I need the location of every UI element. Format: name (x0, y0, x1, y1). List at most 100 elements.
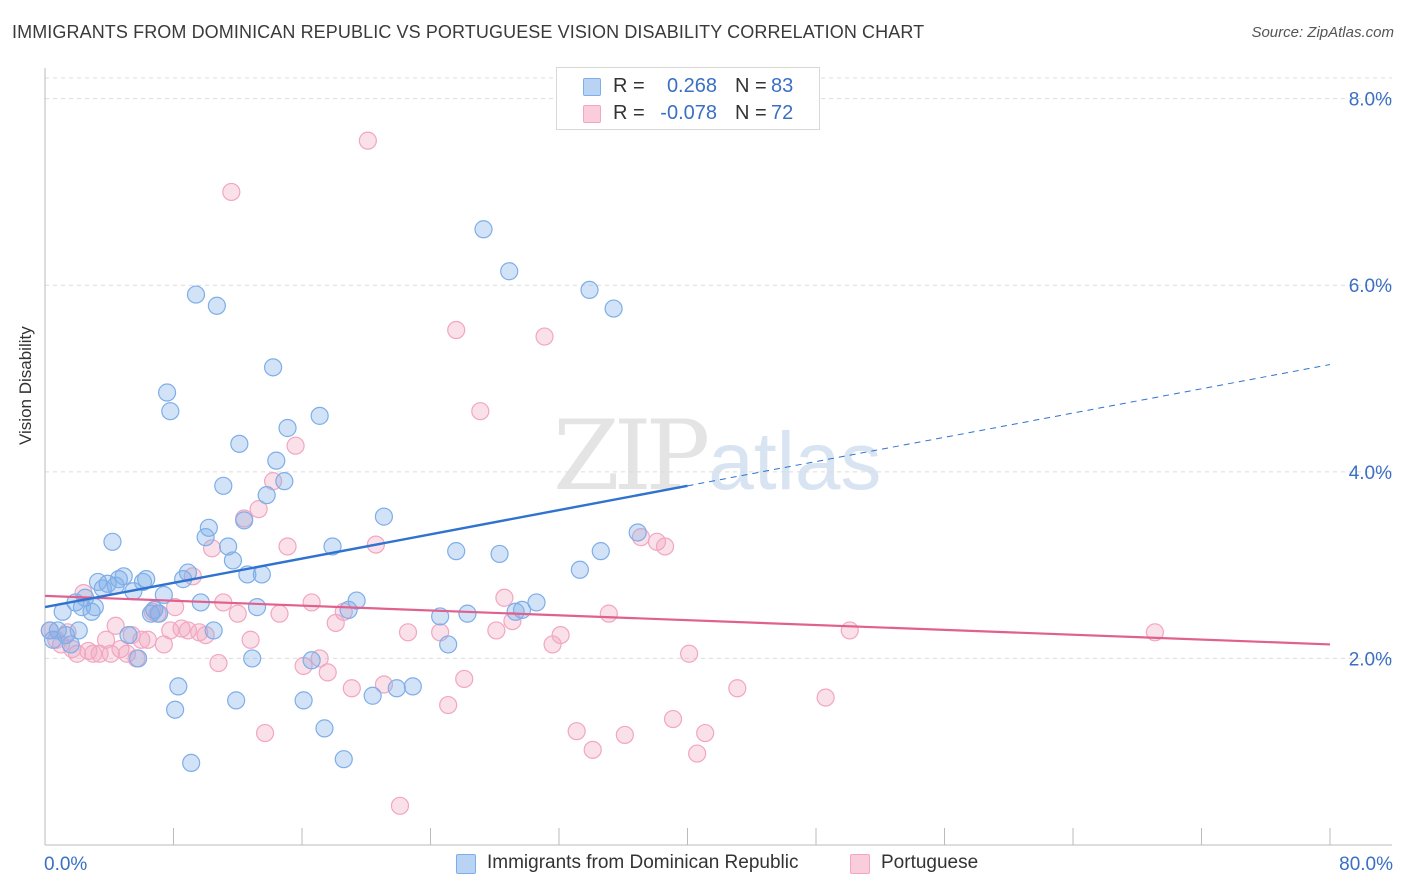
data-point-portuguese (228, 604, 247, 623)
data-point-portuguese (688, 744, 707, 763)
correlation-legend: R = 0.268 N = 83 R = -0.078 N = 72 (556, 67, 820, 130)
data-point-portuguese (222, 182, 241, 202)
watermark-zip: ZIP (553, 400, 710, 512)
legend-n-label: N = (735, 102, 767, 124)
data-point-portuguese (599, 604, 618, 623)
data-point-dominican (166, 700, 185, 719)
data-point-portuguese (117, 644, 137, 663)
legend-n-value: 72 (771, 102, 794, 124)
data-point-portuguese (567, 722, 586, 741)
data-point-portuguese (138, 630, 157, 649)
series-legend: Immigrants from Dominican Republic Portu… (0, 852, 1406, 876)
chart-title: IMMIGRANTS FROM DOMINICAN REPUBLIC VS PO… (12, 22, 925, 42)
data-point-portuguese (318, 663, 337, 682)
data-point-dominican (235, 511, 254, 530)
data-point-dominican (474, 220, 493, 239)
data-point-dominican (149, 604, 169, 623)
legend-r-value: -0.078 (660, 102, 717, 124)
data-point-dominican (591, 542, 610, 561)
data-point-dominican (109, 570, 128, 589)
data-point-dominican (310, 406, 329, 425)
data-point-portuguese (358, 131, 377, 150)
data-point-portuguese (342, 679, 361, 698)
data-point-dominican (604, 299, 623, 318)
source-note: Source: ZipAtlas.com (1251, 24, 1394, 41)
data-point-dominican (374, 507, 394, 526)
data-point-dominican (214, 476, 233, 495)
data-point-portuguese (1145, 623, 1165, 642)
series-legend-swatch-dominican (456, 854, 476, 874)
data-point-portuguese (209, 653, 228, 673)
data-point-portuguese (680, 644, 699, 663)
data-point-portuguese (255, 723, 275, 743)
data-point-portuguese (202, 539, 222, 558)
data-point-portuguese (398, 623, 418, 642)
data-point-portuguese (106, 616, 125, 635)
x-tick-label: 80.0% (1339, 854, 1393, 875)
data-point-portuguese (270, 604, 289, 623)
data-point-portuguese (655, 537, 675, 556)
data-point-dominican (69, 621, 88, 640)
data-point-portuguese (390, 796, 410, 815)
data-point-dominican (403, 677, 422, 696)
data-point-dominican (169, 677, 188, 696)
data-point-dominican (157, 383, 177, 402)
data-point-dominican (40, 621, 59, 640)
data-point-dominican (263, 358, 283, 377)
data-point-dominican (458, 604, 477, 623)
data-point-portuguese (551, 625, 570, 645)
data-point-dominican (243, 649, 262, 668)
data-point-dominican (490, 544, 509, 564)
data-point-portuguese (615, 725, 634, 745)
data-point-dominican (161, 402, 180, 421)
data-point-portuguese (487, 621, 506, 640)
data-point-dominican (363, 686, 382, 705)
data-point-portuguese (663, 709, 683, 729)
trendline-dominican (44, 484, 688, 609)
legend-swatch-portuguese (583, 105, 601, 123)
data-point-portuguese (278, 537, 297, 556)
data-point-portuguese (101, 644, 120, 663)
legend-r-label: R = (613, 75, 645, 97)
data-point-portuguese (96, 630, 116, 649)
legend-n-label: N = (735, 75, 767, 97)
data-point-dominican (267, 451, 286, 470)
y-tick-label: 6.0% (1349, 276, 1392, 297)
data-point-portuguese (816, 688, 835, 707)
series-legend-swatch-portuguese (850, 854, 870, 874)
y-tick-label: 2.0% (1349, 649, 1392, 670)
data-point-portuguese (84, 644, 103, 663)
data-point-portuguese (68, 644, 87, 663)
data-point-dominican (223, 551, 243, 570)
trendline-portuguese (44, 594, 1331, 646)
data-point-dominican (447, 542, 466, 561)
data-point-dominican (628, 523, 647, 542)
y-tick-label: 4.0% (1349, 463, 1392, 484)
data-point-portuguese (302, 593, 321, 612)
data-point-dominican (294, 691, 313, 710)
data-point-portuguese (840, 621, 859, 640)
data-point-portuguese (286, 436, 305, 455)
data-point-dominican (207, 296, 226, 315)
watermark-atlas: atlas (708, 416, 882, 507)
data-point-dominican (186, 285, 206, 304)
data-point-portuguese (161, 621, 180, 640)
data-point-portuguese (455, 669, 474, 689)
data-point-dominican (431, 607, 450, 626)
data-point-dominican (500, 262, 519, 281)
series-legend-label-portuguese: Portuguese (881, 852, 979, 873)
x-tick-label: 0.0% (44, 854, 87, 875)
data-point-dominican (133, 572, 153, 592)
data-point-portuguese (166, 598, 185, 617)
y-axis-label: Vision Disability (16, 326, 35, 445)
y-tick-label: 8.0% (1349, 90, 1392, 111)
data-point-portuguese (79, 641, 98, 661)
data-point-dominican (580, 280, 599, 300)
legend-row-dominican: R = 0.268 N = 83 (557, 74, 819, 100)
data-point-dominican (230, 434, 249, 453)
data-point-dominican (315, 719, 334, 738)
data-point-dominican (527, 593, 546, 612)
data-point-portuguese (583, 740, 602, 759)
watermark: ZIPatlas (553, 400, 881, 512)
